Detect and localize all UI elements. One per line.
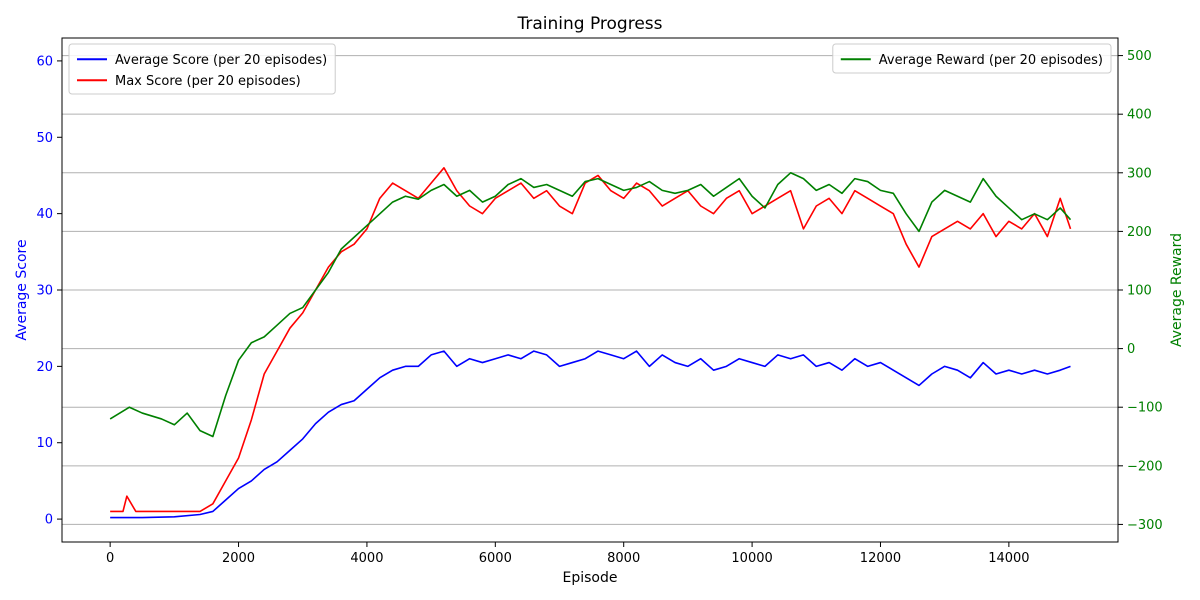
y-right-tick-label-1: −200 xyxy=(1127,459,1163,474)
y-left-tick-label-6: 60 xyxy=(36,54,53,69)
series-line-0 xyxy=(110,350,1071,519)
x-tick-label-0: 0 xyxy=(106,551,114,566)
legend-left: Average Score (per 20 episodes) Max Scor… xyxy=(68,43,336,95)
y-right-tick-label-7: 400 xyxy=(1127,108,1152,123)
y-axis-left-label: Average Score xyxy=(14,239,30,340)
x-tick-label-6: 12000 xyxy=(860,551,901,566)
legend-label-max-score: Max Score (per 20 episodes) xyxy=(115,74,301,89)
legend-right: Average Reward (per 20 episodes) xyxy=(832,43,1112,74)
y-right-tick-label-8: 500 xyxy=(1127,49,1152,64)
y-right-tick-label-6: 300 xyxy=(1127,166,1152,181)
y-left-tick-label-4: 40 xyxy=(36,207,53,222)
y-right-tick-label-3: 0 xyxy=(1127,342,1135,357)
y-axis-right-label: Average Reward xyxy=(1169,233,1185,347)
x-axis: 0 2000 4000 6000 8000 10000 12000 14000 xyxy=(106,542,1030,566)
y-axis-left: 0 10 20 30 40 50 60 xyxy=(36,54,62,528)
x-tick-label-4: 8000 xyxy=(607,551,640,566)
y-left-tick-label-0: 0 xyxy=(45,513,53,528)
legend-label-avg-reward: Average Reward (per 20 episodes) xyxy=(879,53,1103,68)
y-left-tick-label-5: 50 xyxy=(36,131,53,146)
y-right-tick-label-5: 200 xyxy=(1127,225,1152,240)
x-tick-label-2: 4000 xyxy=(350,551,383,566)
y-left-tick-label-2: 20 xyxy=(36,360,53,375)
legend-left-box xyxy=(68,43,336,95)
series-line-2 xyxy=(109,171,1072,438)
series-layer xyxy=(109,167,1072,519)
x-tick-label-7: 14000 xyxy=(988,551,1029,566)
x-tick-label-1: 2000 xyxy=(222,551,255,566)
y-left-tick-label-3: 30 xyxy=(36,284,53,299)
legend-label-avg-score: Average Score (per 20 episodes) xyxy=(115,53,327,68)
y-axis-right: −300 −200 −100 0 100 200 300 400 500 xyxy=(1118,49,1163,533)
legend-right-box xyxy=(832,43,1112,74)
y-right-tick-label-4: 100 xyxy=(1127,284,1152,299)
series-line-1 xyxy=(110,167,1072,513)
y-left-tick-label-1: 10 xyxy=(36,436,53,451)
x-tick-label-5: 10000 xyxy=(731,551,772,566)
x-tick-label-3: 6000 xyxy=(479,551,512,566)
chart-title: Training Progress xyxy=(516,14,662,34)
y-right-tick-label-2: −100 xyxy=(1127,401,1163,416)
y-right-tick-label-0: −300 xyxy=(1127,518,1163,533)
x-axis-label: Episode xyxy=(563,570,618,586)
